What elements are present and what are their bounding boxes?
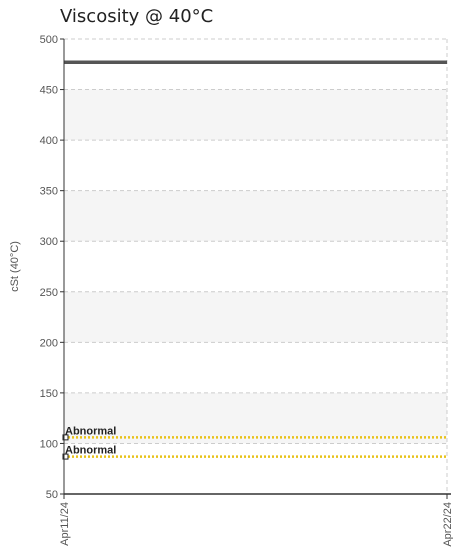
y-tick-label: 300 [40,236,58,248]
limit-marker [62,434,69,441]
y-tick-label: 450 [40,85,58,97]
y-tick-label: 150 [40,388,58,400]
limit-label: Abnormal [65,425,116,437]
gridlines [64,38,448,494]
background-bands [64,89,447,444]
y-tick-label: 200 [40,337,58,349]
y-tick-label: 350 [40,186,58,198]
y-tick-label: 400 [40,135,58,147]
y-axis-title: cSt (40°C) [9,241,21,292]
y-tick-label: 250 [40,287,58,299]
background-band [64,190,447,242]
x-tick-labels: Apr11/24 Apr22/24 [59,502,453,547]
x-tick-label: Apr22/24 [442,502,453,547]
background-band [64,392,447,444]
axes [60,38,451,499]
background-band [64,291,447,343]
y-tick-labels: 50 100 150 200 250 300 350 400 450 500 [40,34,58,501]
y-tick-label: 100 [40,438,58,450]
chart-title: Viscosity @ 40°C [60,6,214,27]
limit-lines: Abnormal Abnormal [62,425,447,460]
background-band [64,89,447,141]
limit-label: Abnormal [65,445,116,457]
x-tick-label: Apr11/24 [59,502,71,546]
limit-marker [62,453,69,460]
y-tick-label: 500 [40,34,58,46]
y-tick-label: 50 [46,489,58,501]
